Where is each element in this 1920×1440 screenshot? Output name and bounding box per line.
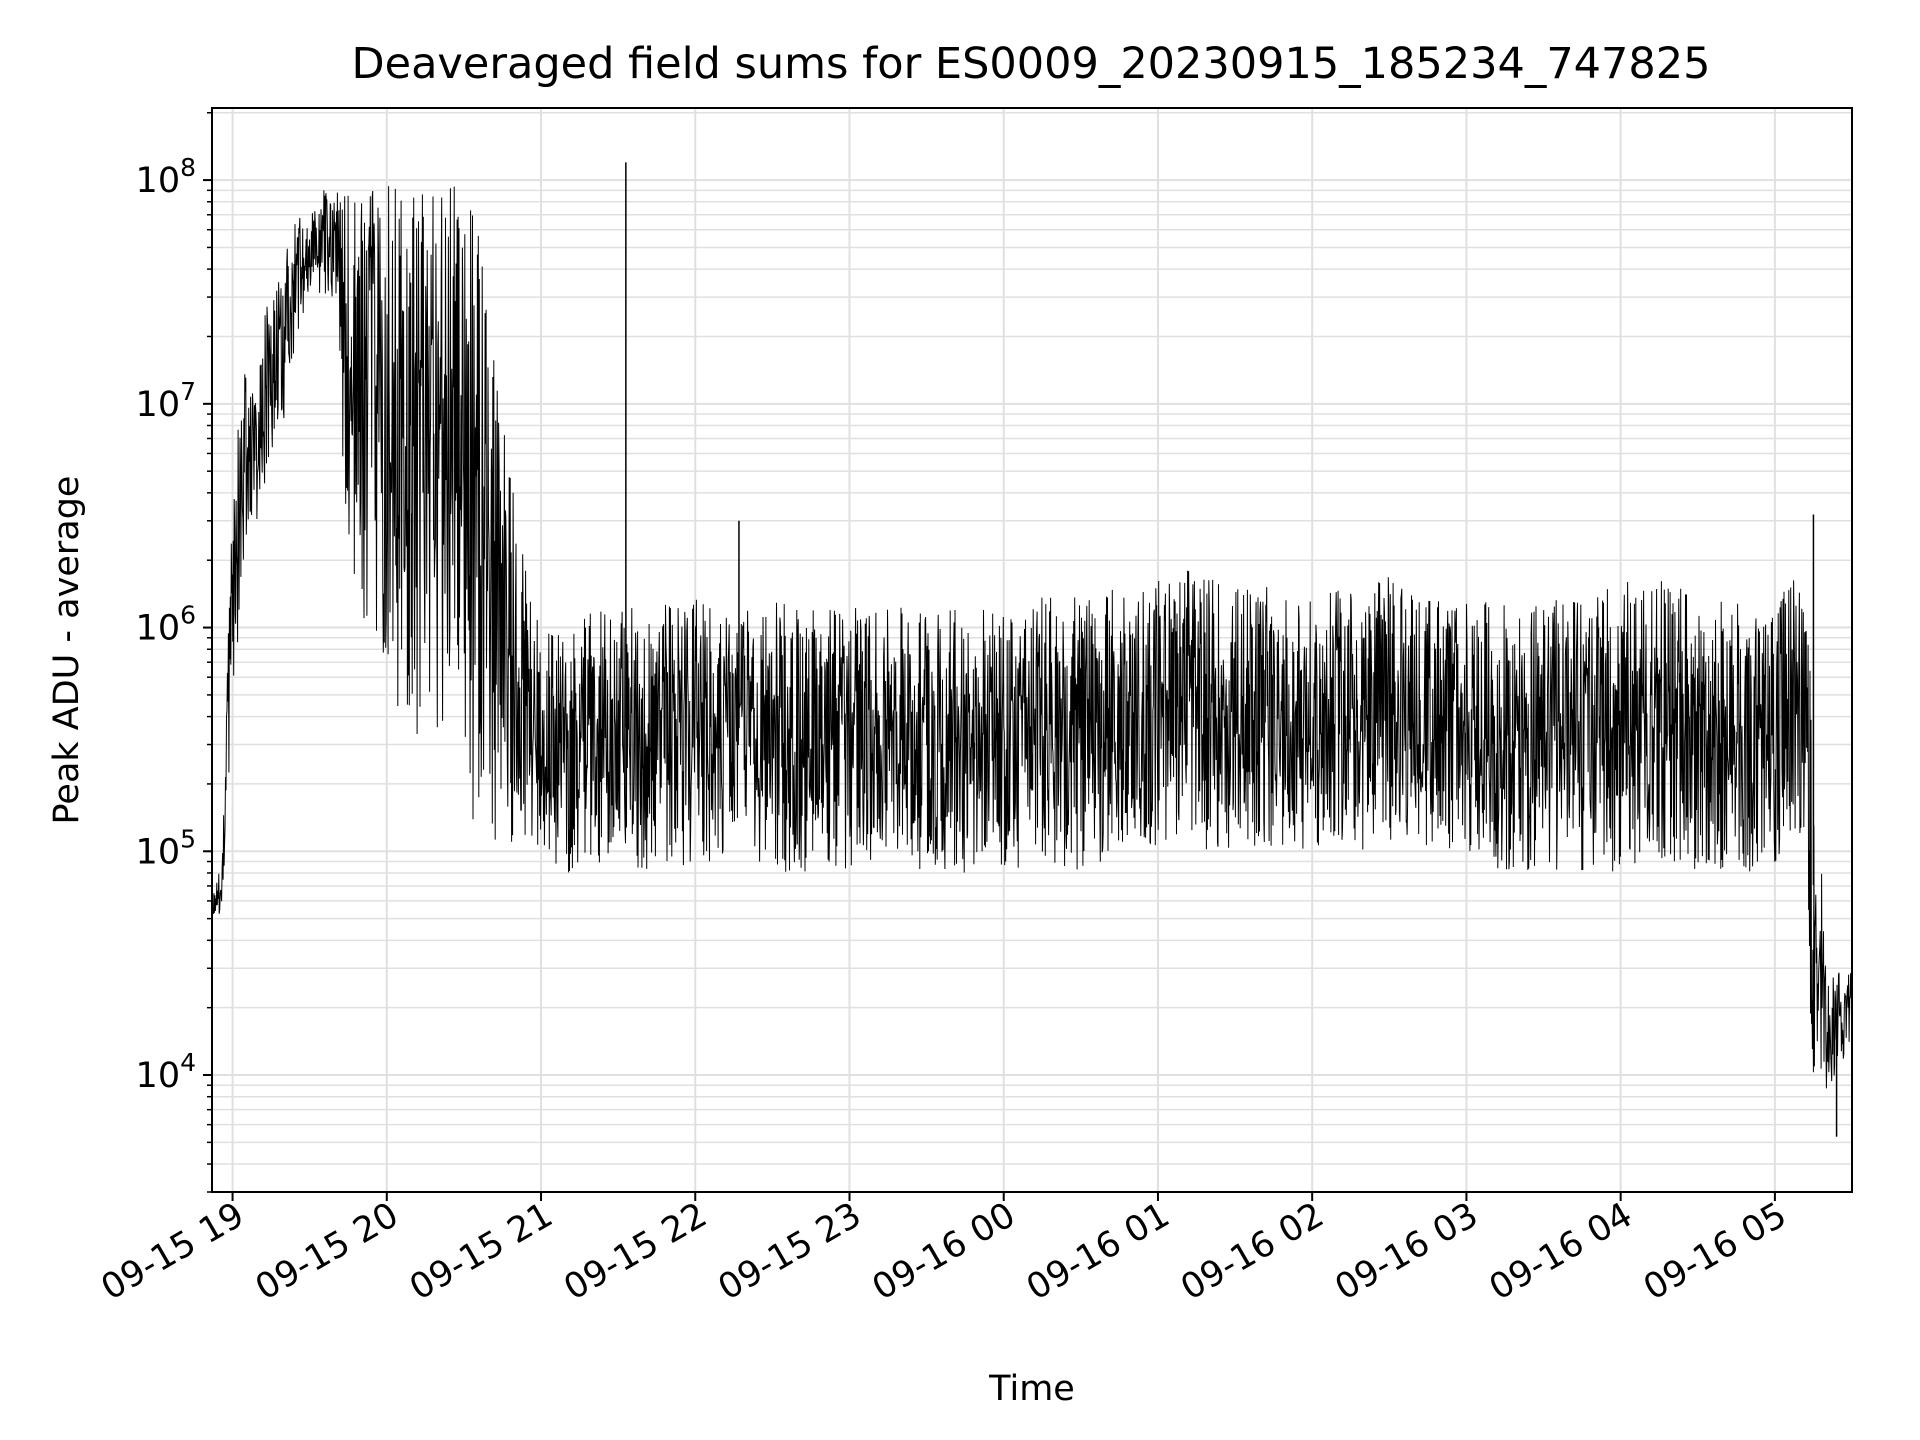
y-axis: 104 105 106 107 108 [136, 111, 212, 1193]
y-tick-label: 105 [136, 824, 196, 872]
plot-frame [211, 107, 1853, 1193]
plot-area [212, 162, 1852, 1137]
y-tick-label: 104 [136, 1048, 196, 1096]
x-axis-label: Time [988, 1369, 1075, 1409]
y-axis-label: Peak ADU - average [47, 476, 87, 825]
chart-title: Deaveraged field sums for ES0009_2023091… [352, 39, 1711, 89]
series-line [212, 186, 1852, 1089]
y-tick-label: 108 [136, 153, 196, 201]
y-tick-label: 107 [136, 377, 196, 425]
grid [212, 108, 1852, 1193]
y-tick-label: 106 [136, 601, 196, 649]
